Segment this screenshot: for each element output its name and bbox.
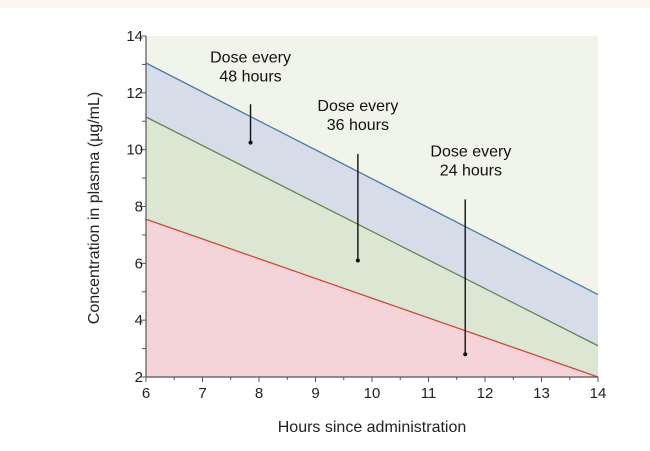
x-tick-label: 8 (255, 385, 263, 402)
x-tick-label: 7 (198, 385, 206, 402)
area-layer (146, 36, 598, 378)
x-tick-label: 12 (477, 385, 494, 402)
y-tick-label: 8 (135, 199, 143, 216)
y-tick-label: 12 (126, 85, 143, 102)
y-tick-label: 10 (126, 142, 143, 159)
annotations: Dose every 48 hours Dose every 36 hours Dose… (210, 50, 511, 357)
y-axis-label: Concentration in plasma (µg/mL) (86, 92, 103, 324)
annotation-a24-text: Dose every (430, 144, 511, 161)
annotation-a48-text: Dose every (210, 50, 291, 67)
x-tick-label: 14 (590, 385, 607, 402)
top-border (0, 0, 650, 8)
x-axis-label: Hours since administration (278, 419, 467, 436)
axes: 6 7 8 9 10 11 12 13 14 2 4 6 8 10 12 14 (126, 28, 606, 402)
annotation-a36-dot (355, 258, 360, 263)
y-tick-label: 2 (135, 369, 143, 386)
annotation-a48-dot (248, 140, 253, 145)
line-s36 (145, 116, 599, 347)
series-lines (145, 62, 599, 378)
annotation-a48-text: 48 hours (219, 69, 281, 86)
x-tick-label: 6 (142, 385, 150, 402)
x-tick-label: 11 (421, 385, 437, 402)
annotation-a24-text: 24 hours (440, 163, 502, 180)
y-tick-label: 6 (135, 255, 143, 272)
line-s48 (145, 62, 599, 296)
annotation-a24-dot (463, 352, 468, 357)
x-tick-label: 10 (364, 385, 381, 402)
line-s24 (145, 218, 599, 378)
annotation-a36-text: Dose every (317, 98, 398, 115)
annotation-a36-text: 36 hours (327, 117, 389, 134)
x-tick-label: 13 (533, 385, 550, 402)
y-tick-label: 4 (135, 312, 143, 329)
y-tick-label: 14 (126, 28, 143, 45)
x-tick-label: 9 (311, 385, 319, 402)
